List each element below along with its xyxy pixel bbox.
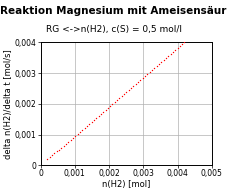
Y-axis label: delta n(H2)/delta t [mol/s]: delta n(H2)/delta t [mol/s] [4, 49, 13, 159]
Text: Reaktion Magnesium mit Ameisensäur: Reaktion Magnesium mit Ameisensäur [0, 6, 227, 16]
Text: RG <->n(H2), c(S) = 0,5 mol/l: RG <->n(H2), c(S) = 0,5 mol/l [45, 25, 182, 34]
X-axis label: n(H2) [mol]: n(H2) [mol] [102, 180, 151, 189]
